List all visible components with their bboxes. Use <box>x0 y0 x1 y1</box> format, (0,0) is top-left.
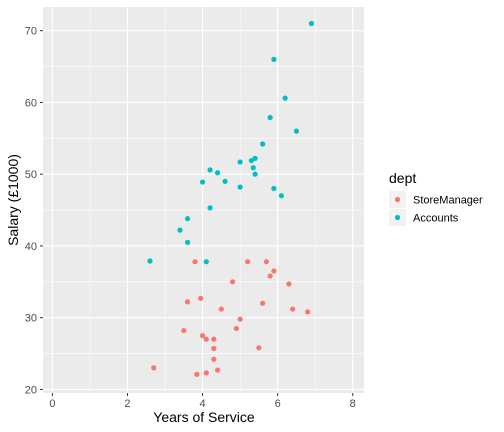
point-storemanager <box>203 336 209 342</box>
y-axis-title: Salary (£1000) <box>5 154 21 246</box>
point-storemanager <box>198 295 204 301</box>
point-storemanager <box>199 333 206 339</box>
point-accounts <box>222 178 228 184</box>
point-accounts <box>184 239 191 245</box>
point-storemanager <box>194 371 200 377</box>
y-tick-label: 50 <box>25 169 37 181</box>
point-accounts <box>184 216 191 222</box>
point-storemanager <box>192 259 198 265</box>
point-accounts <box>207 205 213 211</box>
tick-labels: 0 2 4 6 8 20 30 40 50 60 70 <box>25 26 356 410</box>
major-gridlines <box>43 7 364 393</box>
y-tick-label: 20 <box>25 384 37 396</box>
data-points <box>147 20 315 377</box>
point-accounts <box>199 179 206 185</box>
legend-label-accounts: Accounts <box>413 213 459 225</box>
point-accounts <box>252 155 258 161</box>
point-storemanager <box>271 268 277 274</box>
y-tick-label: 30 <box>25 313 37 325</box>
minor-gridlines <box>43 7 364 393</box>
point-storemanager <box>263 259 269 265</box>
x-axis-title: Years of Service <box>153 409 255 425</box>
point-accounts <box>214 170 221 176</box>
point-storemanager <box>237 316 243 322</box>
plot-panel <box>43 7 364 393</box>
point-storemanager <box>233 325 239 332</box>
point-accounts <box>293 128 300 134</box>
point-accounts <box>252 171 258 177</box>
point-storemanager <box>245 259 251 265</box>
point-storemanager <box>290 306 296 312</box>
legend-label-storemanager: StoreManager <box>413 195 483 207</box>
point-accounts <box>271 56 277 62</box>
x-tick-label: 6 <box>275 398 281 410</box>
legend-title: dept <box>389 170 416 186</box>
point-storemanager <box>286 281 292 287</box>
point-accounts <box>203 259 209 265</box>
point-storemanager <box>267 273 273 279</box>
point-storemanager <box>305 309 311 315</box>
point-accounts <box>177 227 183 233</box>
point-storemanager <box>260 300 266 306</box>
x-tick-label: 2 <box>124 398 130 410</box>
x-tick-label: 8 <box>350 398 356 410</box>
axis-ticks <box>40 30 354 396</box>
point-accounts <box>271 185 277 192</box>
point-storemanager <box>211 356 217 362</box>
point-storemanager <box>229 279 236 285</box>
legend: dept StoreManager Accounts <box>389 170 483 226</box>
x-tick-label: 4 <box>199 398 205 410</box>
legend-dot-storemanager <box>394 196 401 203</box>
point-accounts <box>267 114 273 121</box>
point-storemanager <box>211 336 217 342</box>
point-storemanager <box>184 299 191 305</box>
point-storemanager <box>211 345 217 352</box>
point-accounts <box>237 159 243 165</box>
point-accounts <box>260 141 266 147</box>
point-storemanager <box>151 365 157 371</box>
y-tick-label: 70 <box>25 26 37 38</box>
point-accounts <box>308 20 315 27</box>
point-accounts <box>147 258 153 264</box>
point-storemanager <box>203 370 209 376</box>
point-storemanager <box>214 367 221 373</box>
point-storemanager <box>181 327 187 334</box>
point-accounts <box>278 193 285 199</box>
point-storemanager <box>218 306 224 312</box>
point-accounts <box>207 167 213 173</box>
y-tick-label: 40 <box>25 241 37 253</box>
y-tick-label: 60 <box>25 97 37 109</box>
point-storemanager <box>256 345 262 351</box>
legend-dot-accounts <box>394 214 401 221</box>
x-tick-label: 0 <box>49 398 55 410</box>
point-accounts <box>282 95 288 101</box>
point-accounts <box>250 165 256 171</box>
point-accounts <box>237 184 243 190</box>
